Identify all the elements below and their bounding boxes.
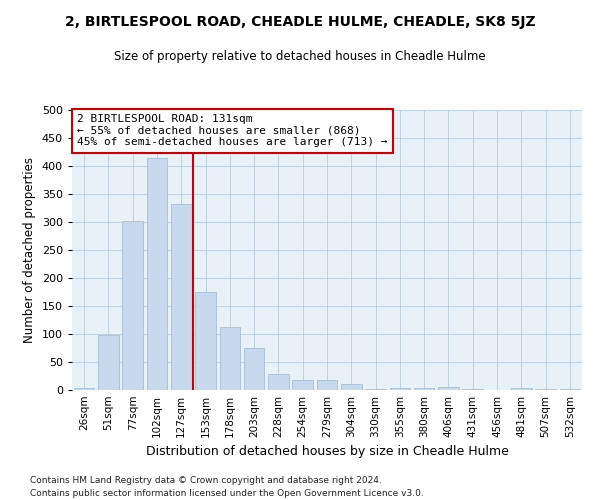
Bar (511, 388, 532, 390)
Bar (98, 335, 119, 390)
Bar (317, 380, 337, 390)
Bar (171, 204, 191, 390)
Bar (220, 328, 240, 390)
Bar (365, 389, 386, 390)
Bar (74, 388, 94, 390)
X-axis label: Distribution of detached houses by size in Cheadle Hulme: Distribution of detached houses by size … (146, 446, 508, 458)
Text: Contains HM Land Registry data © Crown copyright and database right 2024.: Contains HM Land Registry data © Crown c… (30, 476, 382, 485)
Bar (389, 388, 410, 390)
Text: Contains public sector information licensed under the Open Government Licence v3: Contains public sector information licen… (30, 488, 424, 498)
Bar (438, 386, 459, 390)
Bar (244, 348, 265, 390)
Bar (292, 380, 313, 390)
Bar (341, 384, 362, 390)
Bar (122, 221, 143, 390)
Text: Size of property relative to detached houses in Cheadle Hulme: Size of property relative to detached ho… (114, 50, 486, 63)
Bar (268, 374, 289, 390)
Text: 2, BIRTLESPOOL ROAD, CHEADLE HULME, CHEADLE, SK8 5JZ: 2, BIRTLESPOOL ROAD, CHEADLE HULME, CHEA… (65, 15, 535, 29)
Text: 2 BIRTLESPOOL ROAD: 131sqm
← 55% of detached houses are smaller (868)
45% of sem: 2 BIRTLESPOOL ROAD: 131sqm ← 55% of deta… (77, 114, 388, 148)
Bar (195, 292, 216, 390)
Bar (414, 388, 434, 390)
Y-axis label: Number of detached properties: Number of detached properties (23, 157, 36, 343)
Bar (146, 158, 167, 390)
